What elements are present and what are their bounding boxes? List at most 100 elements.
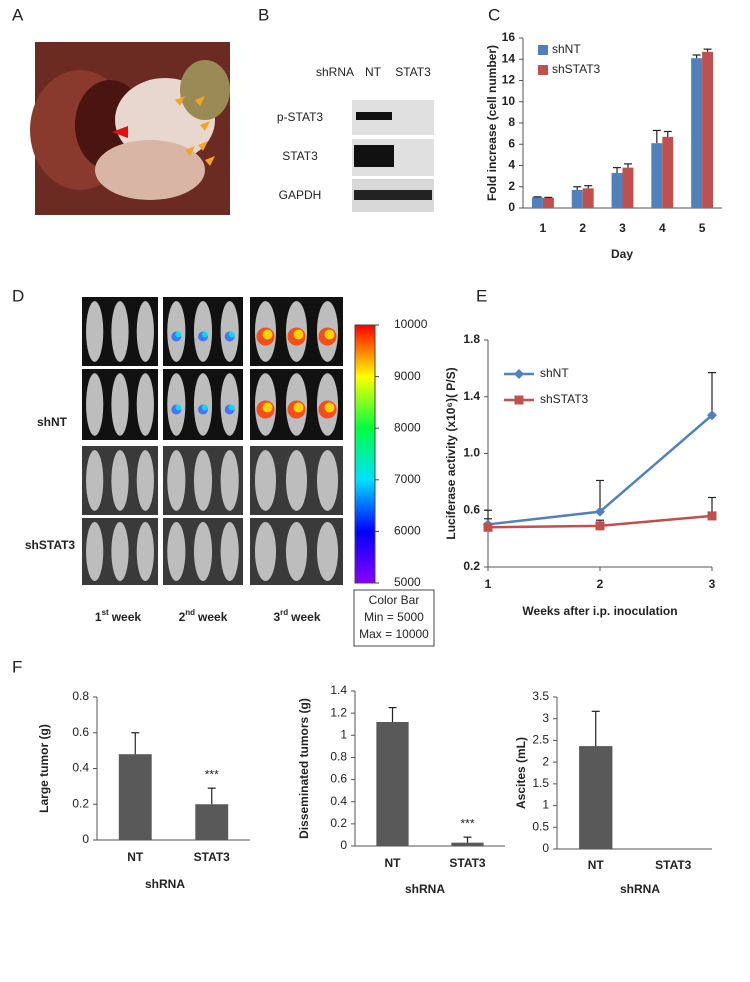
- legend-label: shSTAT3: [540, 392, 589, 406]
- mouse: [86, 373, 104, 436]
- legend-label: shSTAT3: [552, 62, 601, 76]
- y-tick-label: 1.2: [330, 705, 347, 719]
- y-tick-label: 2: [508, 179, 515, 193]
- y-tick-label: 1.4: [463, 389, 480, 403]
- x-tick-label: NT: [127, 850, 144, 864]
- colorbar-box: [353, 589, 435, 647]
- x-axis-label: shRNA: [145, 877, 185, 891]
- colorbar-tick-label: 9000: [394, 369, 421, 383]
- week-text: week: [111, 610, 142, 624]
- signal: [228, 331, 235, 338]
- color-bar: [354, 324, 376, 584]
- y-tick-label: 3: [542, 711, 549, 725]
- mouse: [285, 522, 308, 581]
- y-tick-label: 0: [82, 832, 89, 846]
- signal: [324, 329, 335, 340]
- mouse: [86, 450, 104, 511]
- y-tick-label: 0: [508, 200, 515, 214]
- bar: [611, 172, 623, 208]
- tissue: [95, 140, 205, 200]
- lane-label: STAT3: [395, 65, 431, 79]
- blot-header: shRNA: [316, 65, 354, 79]
- band: [354, 145, 394, 167]
- x-axis-label: Day: [611, 247, 633, 261]
- imaging: [82, 297, 343, 585]
- group-label: shNT: [37, 415, 68, 429]
- y-tick-label: 0.8: [330, 750, 347, 764]
- y-tick-label: 4: [508, 158, 515, 172]
- signal: [293, 402, 304, 413]
- bar: [542, 197, 554, 208]
- arrow: [112, 126, 128, 138]
- mouse: [254, 450, 277, 511]
- y-axis-label: Fold increase (cell number): [485, 45, 499, 201]
- bar: [118, 754, 152, 840]
- signal: [324, 402, 335, 413]
- x-tick-label: 2: [597, 577, 604, 591]
- y-tick-label: 0: [542, 841, 549, 855]
- panel-label: D: [12, 286, 24, 305]
- signal: [228, 404, 235, 411]
- x-tick-label: NT: [588, 858, 605, 872]
- signal: [175, 404, 182, 411]
- marker: [514, 369, 524, 379]
- band: [356, 112, 392, 120]
- y-tick-label: 2: [542, 754, 549, 768]
- y-axis-label: Luciferase activity (x10⁶)( P/S): [444, 367, 458, 539]
- week-text: week: [290, 610, 321, 624]
- mouse: [136, 373, 154, 436]
- week-num: 1: [95, 610, 102, 624]
- bar: [622, 167, 634, 208]
- bar: [451, 842, 484, 846]
- bar: [571, 189, 583, 208]
- week-label: 2nd week: [179, 608, 228, 624]
- arrows: [175, 96, 215, 166]
- x-tick-label: 3: [619, 221, 626, 235]
- marker: [514, 395, 524, 405]
- colorbar-tick-label: 7000: [394, 472, 421, 486]
- signal: [293, 329, 304, 340]
- x-tick-label: NT: [385, 856, 402, 870]
- annotation: ***: [460, 816, 474, 830]
- y-tick-label: 8: [508, 115, 515, 129]
- tissue: [180, 60, 230, 120]
- bar: [702, 51, 714, 208]
- week-sup: nd: [185, 608, 195, 617]
- signal: [175, 331, 182, 338]
- mouse: [254, 522, 277, 581]
- group-label: shSTAT3: [25, 538, 76, 552]
- bar: [691, 58, 703, 208]
- legend-swatch: [538, 45, 548, 55]
- y-tick-label: 0.6: [72, 725, 89, 739]
- colorbar-min: Min = 5000: [364, 610, 424, 624]
- mouse: [193, 450, 213, 511]
- x-tick-label: 2: [579, 221, 586, 235]
- bar: [582, 188, 594, 208]
- signal: [202, 404, 208, 411]
- row-label: p-STAT3: [277, 110, 324, 124]
- mouse: [136, 301, 154, 362]
- mouse: [193, 522, 213, 581]
- marker: [595, 506, 605, 517]
- colorbar-tick-label: 8000: [394, 420, 421, 434]
- mouse: [167, 450, 186, 511]
- marker: [707, 511, 717, 521]
- photo: [30, 42, 230, 215]
- legend-label: shNT: [552, 42, 581, 56]
- x-tick-label: 3: [709, 577, 716, 591]
- y-tick-label: 12: [502, 73, 516, 87]
- y-tick-label: 0.6: [330, 772, 347, 786]
- week-sup: st: [102, 608, 109, 617]
- y-tick-label: 16: [502, 30, 516, 44]
- colorbar-max: Max = 10000: [359, 627, 429, 641]
- week-label: 3rd week: [273, 608, 320, 624]
- marker: [483, 522, 493, 532]
- y-tick-label: 1: [542, 798, 549, 812]
- signal: [202, 331, 208, 338]
- x-tick-label: STAT3: [194, 850, 231, 864]
- week-num: 2: [179, 610, 186, 624]
- mouse: [316, 522, 339, 581]
- lane-label: NT: [365, 65, 382, 79]
